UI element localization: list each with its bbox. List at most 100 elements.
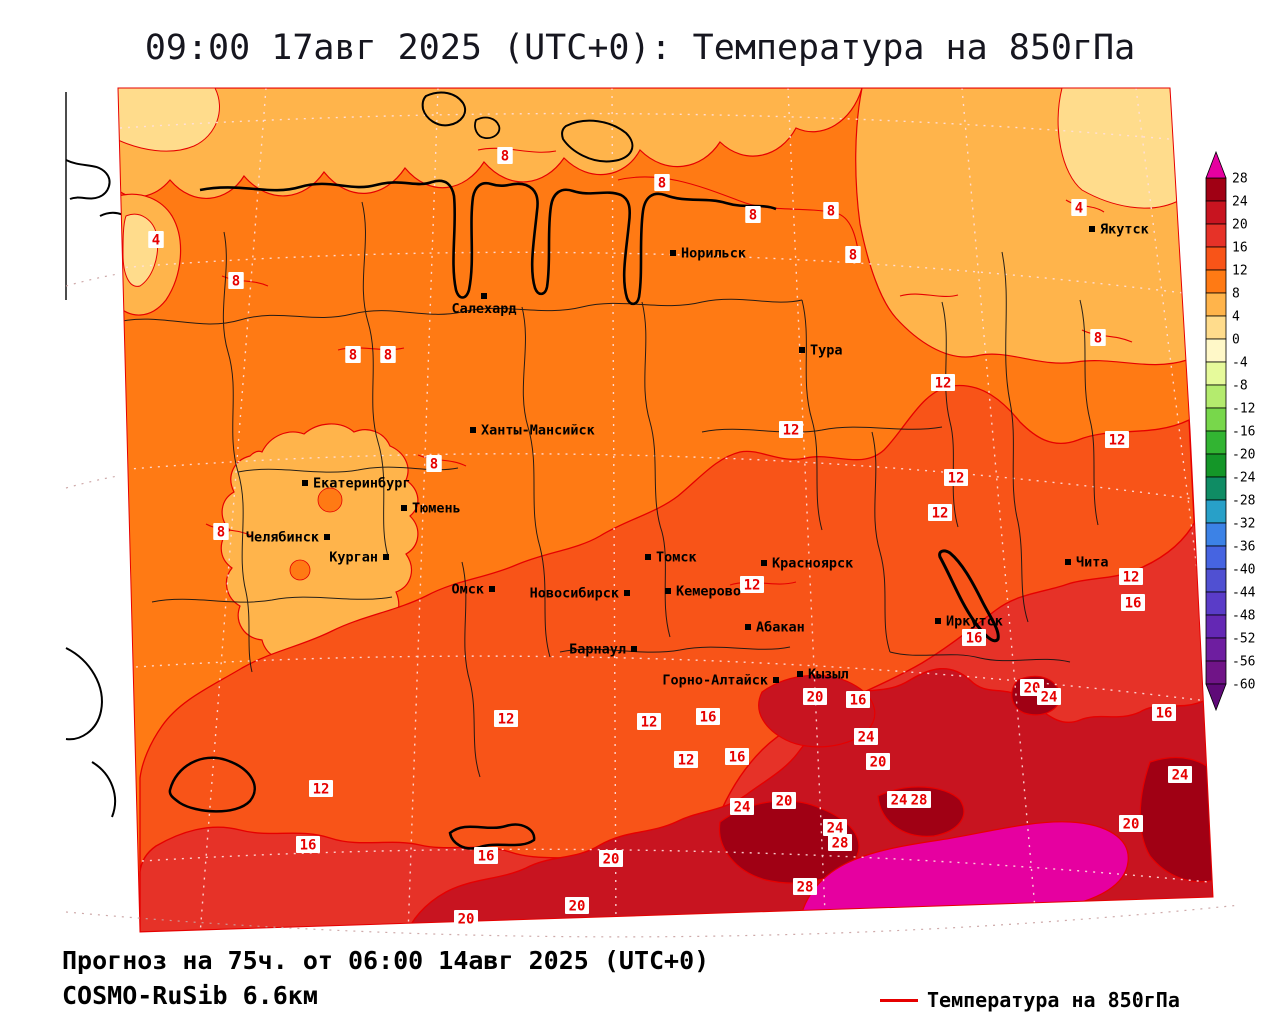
contour-label-box bbox=[823, 202, 839, 219]
contour-label: 8 bbox=[658, 176, 666, 192]
colorbar-tick-label: -44 bbox=[1232, 586, 1256, 601]
contour-label-box bbox=[725, 748, 749, 765]
city-marker bbox=[935, 618, 941, 624]
contour-label: 8 bbox=[501, 149, 509, 165]
city-label: Тюмень bbox=[412, 501, 461, 517]
colorbar-segment bbox=[1205, 384, 1227, 409]
contour-label: 24 bbox=[891, 793, 908, 809]
city-label: Иркутск bbox=[946, 614, 1003, 630]
band-8-12-inlier bbox=[289, 559, 311, 581]
contour-label-box bbox=[887, 791, 911, 808]
contour-label-box bbox=[454, 910, 478, 927]
arctic-island bbox=[474, 116, 501, 139]
colorbar-tick-label: -56 bbox=[1232, 655, 1255, 670]
band-4-8-top-west bbox=[118, 88, 863, 200]
model-info: COSMO-RuSib 6.6км bbox=[62, 981, 318, 1010]
colorbar-segment bbox=[1205, 246, 1227, 271]
contour-label-box bbox=[474, 847, 498, 864]
city-label: Абакан bbox=[756, 620, 805, 636]
band-8-12-inlier bbox=[317, 487, 343, 513]
city-label: Курган bbox=[329, 550, 378, 566]
contour-label-box bbox=[565, 897, 589, 914]
colorbar-tick-label: -48 bbox=[1232, 609, 1255, 624]
city-label: Екатеринбург bbox=[313, 476, 411, 492]
map-legend: Температура на 850гПа bbox=[880, 988, 1180, 1012]
colorbar-tick-label: -24 bbox=[1232, 471, 1256, 486]
lake-balkhash bbox=[448, 823, 536, 850]
contour-label-box bbox=[779, 421, 803, 438]
contour-label: 12 bbox=[678, 753, 695, 769]
contour-label-box bbox=[745, 206, 761, 223]
contour-label-box bbox=[1119, 815, 1143, 832]
contour-label-box bbox=[696, 708, 720, 725]
colorbar-segment bbox=[1205, 223, 1227, 248]
city-marker bbox=[302, 480, 308, 486]
contour-label: 28 bbox=[832, 836, 849, 852]
contour-label-box bbox=[637, 713, 661, 730]
contour-label-box bbox=[823, 819, 847, 836]
colorbar-segment bbox=[1205, 407, 1227, 432]
page-title: 09:00 17авг 2025 (UTC+0): Температура на… bbox=[144, 28, 1136, 68]
colorbar-segment bbox=[1205, 614, 1227, 639]
coastlines-and-lakes bbox=[168, 91, 1000, 850]
city-marker bbox=[1065, 559, 1071, 565]
city-marker bbox=[624, 590, 630, 596]
city-label: Новосибирск bbox=[530, 586, 619, 602]
contour-label: 12 bbox=[783, 423, 800, 439]
colorbar-segment bbox=[1205, 568, 1227, 593]
city-marker bbox=[773, 677, 779, 683]
contour-label: 12 bbox=[1109, 433, 1126, 449]
contour-label: 8 bbox=[849, 248, 857, 264]
city-marker bbox=[383, 554, 389, 560]
city-marker bbox=[665, 588, 671, 594]
contour-label: 16 bbox=[850, 693, 867, 709]
city-label: Омск bbox=[451, 582, 484, 598]
band-0-4-top-left bbox=[118, 88, 220, 152]
contour-label: 20 bbox=[1024, 681, 1041, 697]
city-label: Тура bbox=[810, 343, 843, 359]
graticule-margin bbox=[65, 273, 1241, 938]
city-label: Якутск bbox=[1100, 222, 1149, 238]
colorbar-tick-label: 0 bbox=[1232, 333, 1240, 348]
forecast-info: Прогноз на 75ч. от 06:00 14авг 2025 (UTC… bbox=[62, 946, 710, 975]
city-marker bbox=[745, 624, 751, 630]
contour-label: 4 bbox=[1075, 201, 1083, 217]
colorbar-segment bbox=[1205, 637, 1227, 662]
aral-sea bbox=[168, 756, 256, 813]
contour-label: 24 bbox=[734, 800, 751, 816]
contour-label: 12 bbox=[744, 578, 761, 594]
contour-label: 16 bbox=[966, 631, 983, 647]
contour-label-box bbox=[772, 792, 796, 809]
colorbar-tick-label: 16 bbox=[1232, 241, 1248, 256]
colorbar-tick-label: 8 bbox=[1232, 287, 1240, 302]
contour-label: 12 bbox=[641, 715, 658, 731]
city-marker bbox=[797, 671, 803, 677]
contour-label-box bbox=[803, 688, 827, 705]
colorbar-tick-label: -4 bbox=[1232, 356, 1248, 371]
city-marker bbox=[481, 293, 487, 299]
contour-label-box bbox=[148, 231, 164, 248]
contour-label-box bbox=[907, 791, 931, 808]
contour-label: 16 bbox=[300, 838, 317, 854]
city-label: Кызыл bbox=[808, 667, 849, 683]
contour-label-box bbox=[345, 346, 361, 363]
contour-label: 20 bbox=[603, 852, 620, 868]
arctic-island bbox=[561, 119, 634, 163]
city-label: Салехард bbox=[451, 301, 516, 317]
colorbar-segment bbox=[1205, 660, 1227, 685]
contour-label: 20 bbox=[807, 690, 824, 706]
city-marker bbox=[761, 560, 767, 566]
contour-label: 16 bbox=[1125, 596, 1142, 612]
contour-label-box bbox=[845, 246, 861, 263]
city-label: Чита bbox=[1076, 555, 1109, 571]
colorbar-tick-label: -28 bbox=[1232, 494, 1255, 509]
contour-label-box bbox=[213, 523, 229, 540]
contour-label: 12 bbox=[498, 712, 515, 728]
contour-label-box bbox=[962, 629, 986, 646]
contour-label: 16 bbox=[700, 710, 717, 726]
contour-label: 12 bbox=[948, 471, 965, 487]
city-marker bbox=[670, 250, 676, 256]
contour-label: 16 bbox=[478, 849, 495, 865]
